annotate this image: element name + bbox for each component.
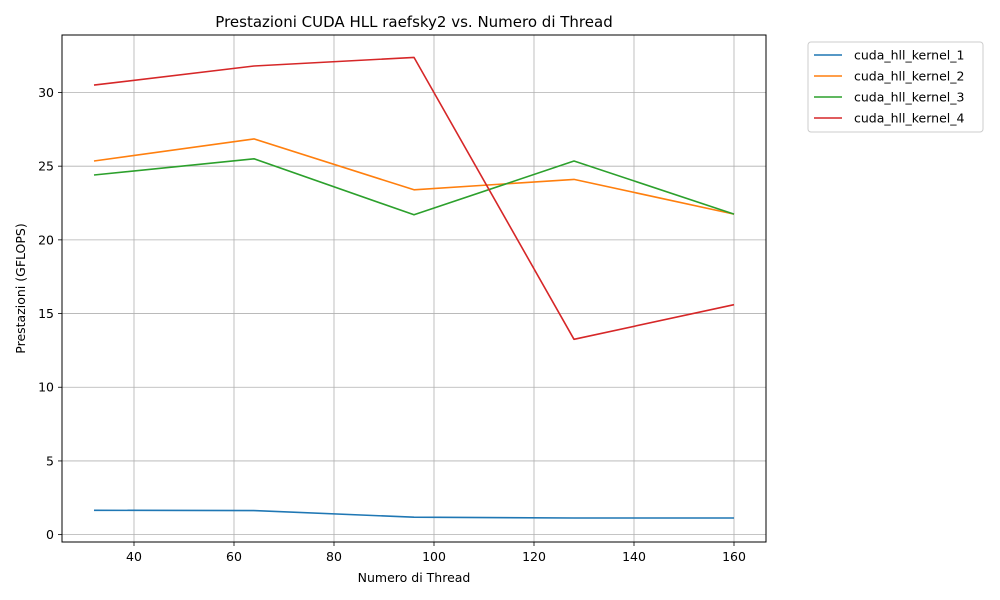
y-axis-label: Prestazioni (GFLOPS) — [13, 223, 28, 353]
x-tick-label: 40 — [126, 549, 142, 564]
legend-label: cuda_hll_kernel_4 — [854, 111, 964, 126]
y-tick-label: 10 — [38, 380, 54, 395]
y-axis: 0 5 10 15 20 25 30 — [38, 85, 62, 542]
series-line-2 — [93, 138, 735, 215]
x-tick-label: 140 — [622, 549, 646, 564]
plot-frame — [61, 34, 767, 543]
x-tick-label: 100 — [422, 549, 446, 564]
legend-frame — [807, 41, 984, 133]
legend-label: cuda_hll_kernel_2 — [854, 69, 964, 84]
x-tick-label: 120 — [522, 549, 546, 564]
y-tick-label: 20 — [38, 232, 54, 247]
y-tick-label: 5 — [46, 453, 54, 468]
x-tick-label: 80 — [326, 549, 342, 564]
chart-title: Prestazioni CUDA HLL raefsky2 vs. Numero… — [215, 13, 612, 31]
y-tick-label: 15 — [38, 306, 54, 321]
y-tick-label: 0 — [46, 527, 54, 542]
x-axis: 40 60 80 100 120 140 160 — [126, 542, 746, 564]
x-tick-label: 60 — [226, 549, 242, 564]
x-tick-label: 160 — [722, 549, 746, 564]
grid — [62, 35, 766, 542]
series-line-3 — [93, 158, 735, 216]
series-lines — [93, 56, 735, 519]
y-tick-label: 30 — [38, 85, 54, 100]
series-line-4 — [93, 56, 735, 341]
legend-label: cuda_hll_kernel_3 — [854, 90, 964, 105]
series-line-1 — [93, 509, 734, 519]
legend-label: cuda_hll_kernel_1 — [854, 48, 964, 63]
y-tick-label: 25 — [38, 159, 54, 174]
legend: cuda_hll_kernel_1 cuda_hll_kernel_2 cuda_h… — [807, 41, 984, 133]
x-axis-label: Numero di Thread — [358, 570, 471, 585]
